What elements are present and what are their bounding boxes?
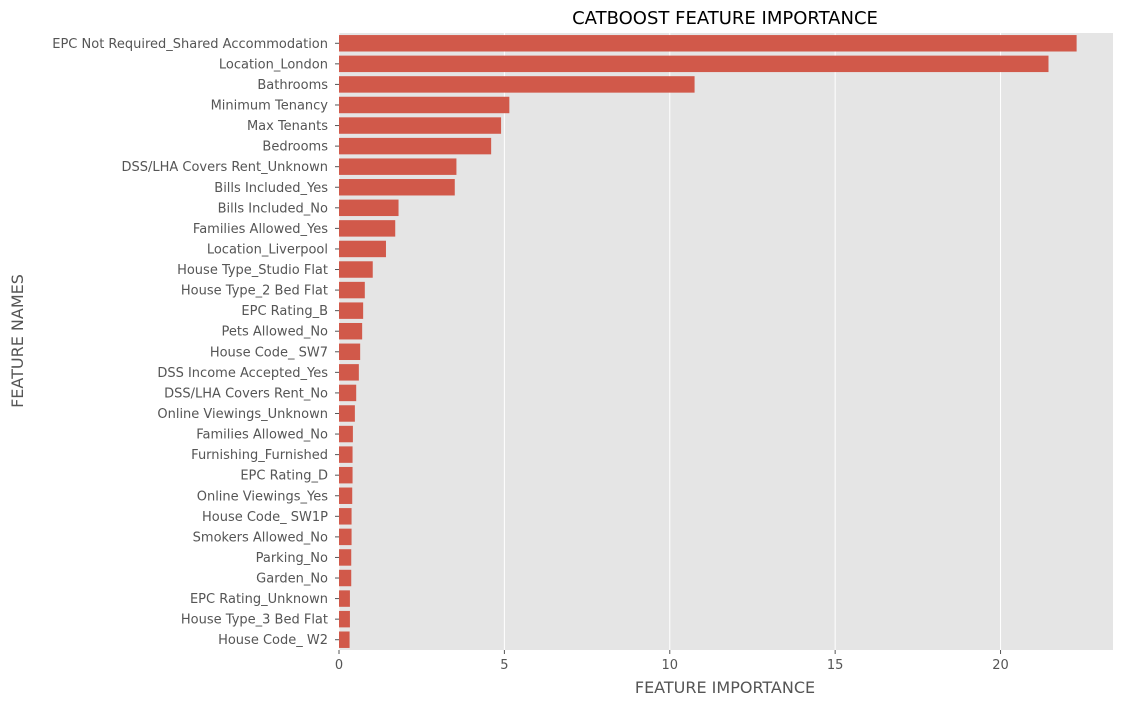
gridlines	[338, 33, 1002, 650]
y-tick-label: Location_Liverpool	[207, 242, 328, 257]
y-tick-label: Bedrooms	[262, 140, 328, 155]
y-tick-label: EPC Rating_D	[240, 469, 328, 484]
bar	[339, 220, 396, 237]
y-tick-label: EPC Not Required_Shared Accommodation	[52, 37, 328, 52]
y-tick-label: EPC Rating_B	[241, 304, 328, 319]
bar	[339, 281, 365, 299]
y-tick-label: House Type_Studio Flat	[177, 263, 328, 278]
y-tick-label: Bathrooms	[257, 78, 328, 93]
bar	[339, 364, 359, 381]
y-tick-label: House Type_2 Bed Flat	[181, 284, 328, 299]
bar	[339, 76, 695, 93]
y-tick-label: Parking_No	[256, 551, 328, 566]
bar	[339, 137, 492, 155]
x-tick-label: 20	[992, 658, 1009, 673]
bar	[339, 549, 352, 566]
bar	[339, 322, 363, 340]
y-tick-label: DSS Income Accepted_Yes	[157, 366, 328, 381]
y-tick-label: Online Viewings_Unknown	[157, 407, 328, 422]
bar	[339, 384, 357, 402]
bar	[339, 96, 510, 114]
y-tick-label: Max Tenants	[247, 119, 328, 134]
bar	[339, 343, 361, 361]
x-axis-label: FEATURE IMPORTANCE	[635, 678, 815, 697]
x-tick-label: 15	[827, 658, 844, 673]
chart-title: CATBOOST FEATURE IMPORTANCE	[572, 8, 878, 29]
bar	[339, 35, 1077, 52]
y-tick-label: Garden_No	[256, 572, 328, 587]
x-tick-label: 5	[500, 658, 508, 673]
y-tick-label: Location_London	[219, 57, 328, 72]
bar	[339, 117, 502, 134]
bar	[339, 590, 350, 607]
y-tick-labels: EPC Not Required_Shared Accommodation Loc…	[52, 37, 339, 648]
bar	[339, 446, 353, 463]
plot-area	[339, 33, 1113, 650]
y-tick-label: House Code_ SW7	[210, 345, 328, 360]
x-tick-label: 10	[661, 658, 678, 673]
y-tick-label: Smokers Allowed_No	[193, 530, 328, 545]
bar	[339, 528, 352, 546]
bar	[339, 55, 1049, 73]
bar	[339, 631, 350, 648]
y-tick-label: DSS/LHA Covers Rent_No	[164, 386, 328, 401]
bar	[339, 487, 353, 504]
y-tick-label: DSS/LHA Covers Rent_Unknown	[121, 160, 328, 175]
y-tick-label: House Code_ W2	[218, 633, 328, 648]
y-tick-label: Furnishing_Furnished	[191, 448, 328, 463]
y-tick-label: Pets Allowed_No	[221, 325, 328, 340]
y-tick-label: House Type_3 Bed Flat	[181, 613, 328, 628]
bar	[339, 302, 364, 319]
bar	[339, 240, 386, 258]
bar	[339, 405, 355, 422]
bar	[339, 569, 352, 587]
y-axis-label: FEATURE NAMES	[8, 274, 27, 408]
bar	[339, 425, 353, 443]
y-tick-label: Online Viewings_Yes	[197, 489, 329, 504]
bar	[339, 466, 353, 484]
y-tick-label: Minimum Tenancy	[211, 98, 329, 113]
y-tick-label: Bills Included_Yes	[214, 181, 328, 196]
bars	[339, 35, 1077, 648]
x-tick-label: 0	[335, 658, 343, 673]
bar	[339, 508, 352, 525]
y-tick-label: Families Allowed_Yes	[193, 222, 328, 237]
y-tick-label: Bills Included_No	[218, 201, 328, 216]
x-tick-labels: 0 5 10 15 20	[335, 650, 1009, 673]
bar	[339, 179, 455, 196]
bar	[339, 158, 457, 175]
y-tick-label: Families Allowed_No	[196, 428, 328, 443]
y-tick-label: House Code_ SW1P	[202, 510, 328, 525]
bar	[339, 199, 399, 217]
bar	[339, 261, 373, 278]
bar	[339, 610, 350, 628]
y-tick-label: EPC Rating_Unknown	[190, 592, 328, 607]
